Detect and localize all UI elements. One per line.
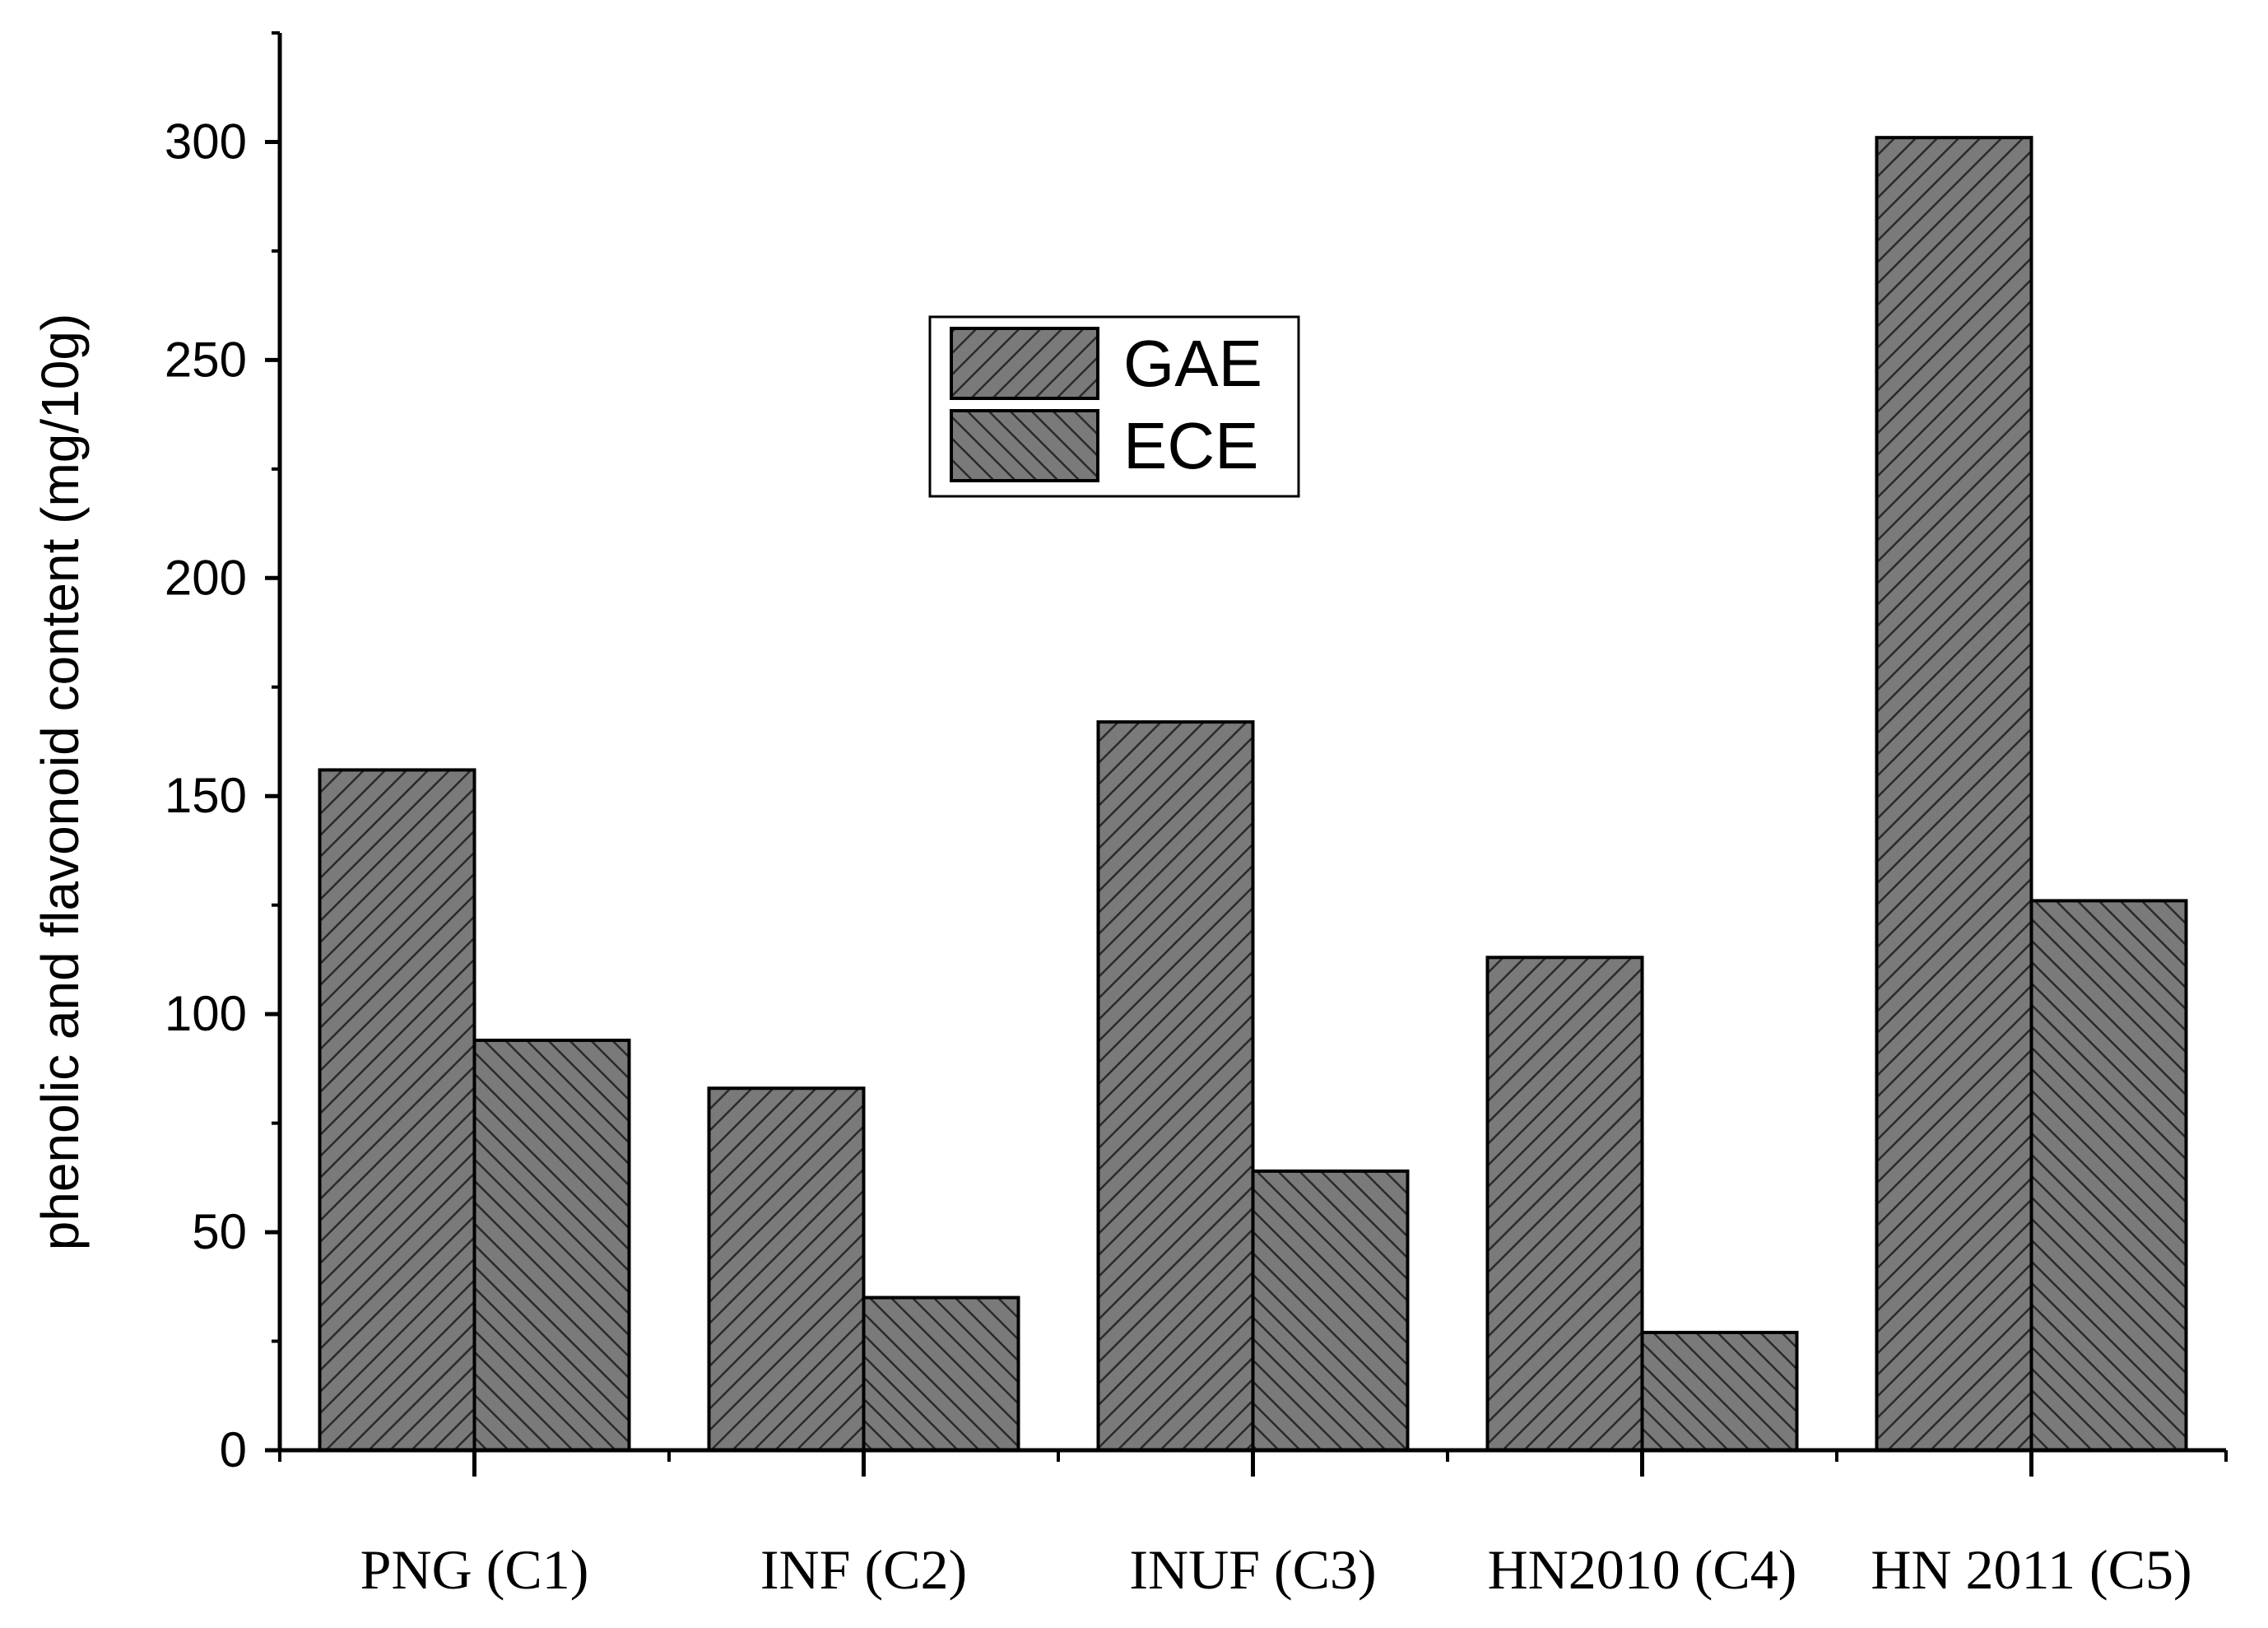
labels-layer: 0 50 100 150 200 250 300 PNG (C1) INF (C2) INUF (… xyxy=(30,114,2192,1601)
legend-label-gae: GAE xyxy=(1123,327,1262,400)
y-tick-label: 200 xyxy=(165,550,247,605)
bar-gae-2 xyxy=(707,1086,866,1452)
y-axis-label: phenolic and flavonoid content (mg/10g) xyxy=(30,314,90,1251)
y-tick-label: 300 xyxy=(165,114,247,169)
y-tick-label: 100 xyxy=(165,986,247,1041)
bar-gae-3 xyxy=(1096,720,1255,1452)
legend: GAE ECE xyxy=(928,315,1300,498)
x-tick-label: HN2010 (C4) xyxy=(1488,1538,1797,1601)
bar-ece-5 xyxy=(2029,899,2188,1452)
y-tick-label: 250 xyxy=(165,332,247,387)
y-tick-label: 50 xyxy=(192,1204,247,1259)
axes-layer xyxy=(265,31,2228,1477)
y-tick-label: 0 xyxy=(220,1422,247,1477)
bar-gae-4 xyxy=(1485,956,1644,1452)
legend-swatch-ece xyxy=(950,409,1099,482)
y-tick-label: 150 xyxy=(165,768,247,823)
bar-ece-2 xyxy=(862,1295,1020,1452)
legend-label-ece: ECE xyxy=(1123,409,1259,482)
bar-ece-1 xyxy=(472,1038,631,1452)
bar-ece-4 xyxy=(1640,1330,1799,1452)
x-tick-label: HN 2011 (C5) xyxy=(1871,1538,2191,1601)
x-tick-label: INF (C2) xyxy=(760,1538,967,1601)
x-tick-label: INUF (C3) xyxy=(1129,1538,1376,1601)
bar-gae-5 xyxy=(1875,136,2033,1452)
bar-gae-1 xyxy=(318,768,476,1452)
bar-ece-3 xyxy=(1251,1169,1410,1452)
legend-swatch-gae xyxy=(950,327,1099,400)
x-tick-label: PNG (C1) xyxy=(360,1538,589,1601)
